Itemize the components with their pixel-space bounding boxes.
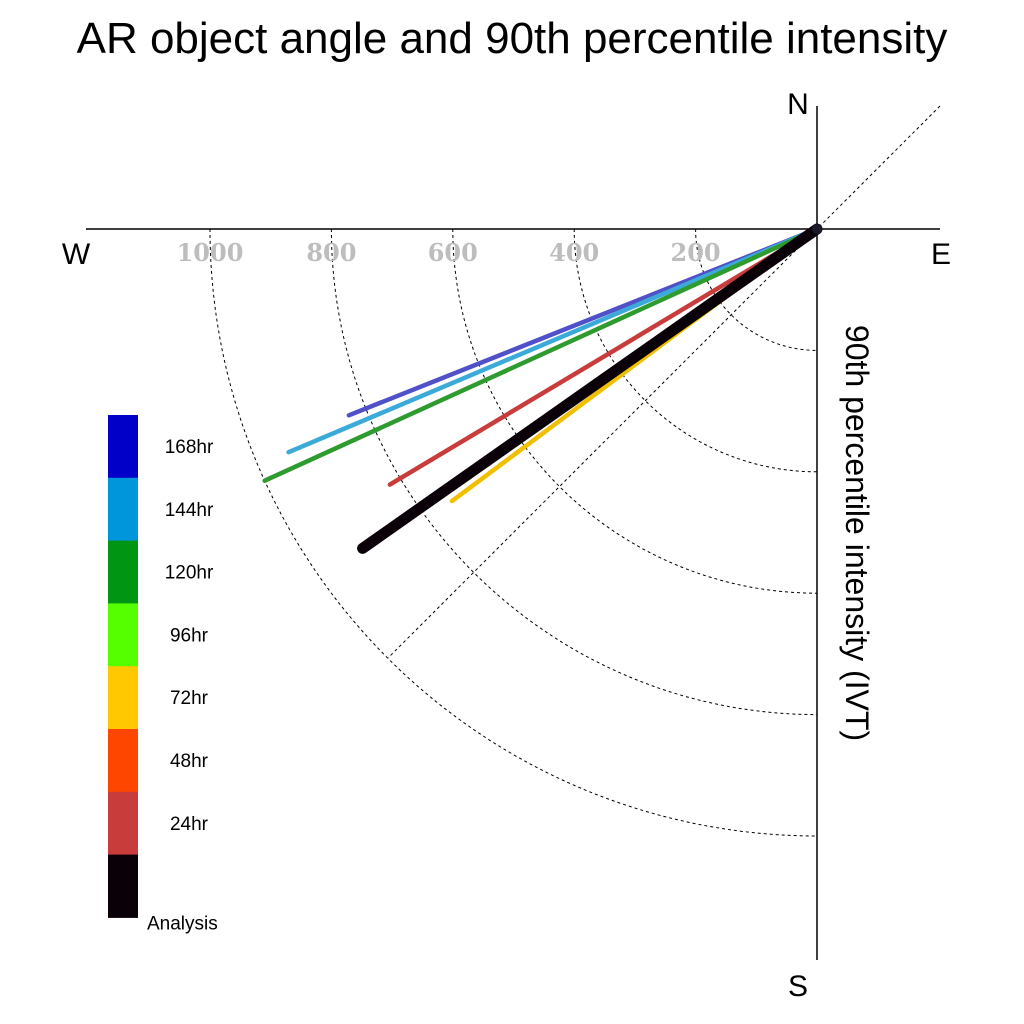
legend: 168hr 144hr 120hr 96hr 72hr 48hr 24hr Analysis [108,415,218,935]
legend-label-24hr: 24hr [170,814,209,835]
series-lines [262,223,823,554]
chart-axes [86,106,940,960]
legend-swatch-96hr [108,603,138,667]
legend-swatch-144hr [108,477,138,542]
range-ring-400 [573,228,818,473]
range-ring-200 [695,228,818,351]
legend-swatch-72hr [108,666,138,730]
chart-grid [209,105,941,837]
legend-label-96hr: 96hr [170,625,209,646]
diagonal-guide [387,105,941,659]
legend-label-48hr: 48hr [170,751,209,772]
legend-label-72hr: 72hr [170,688,209,709]
tick-label-200: 200 [671,238,721,267]
tick-label-600: 600 [428,238,478,267]
series-line-120hr [262,226,820,483]
legend-label-144hr: 144hr [165,500,214,521]
tick-label-800: 800 [306,238,356,267]
radial-axis-label: 90th percentile intensity (IVT) [839,325,875,741]
legend-label-analysis: Analysis [147,914,218,935]
tick-label-1000: 1000 [177,238,244,267]
legend-swatch-120hr [108,540,138,604]
series-line-144hr [286,226,820,455]
series-line-24hr [387,226,820,487]
radial-ticks: 200 400 600 800 1000 [177,238,721,267]
compass-east: E [931,238,951,271]
origin-point [812,224,822,234]
legend-swatch-168hr [108,415,138,479]
legend-swatch-48hr [108,729,138,793]
chart-title: AR object angle and 90th percentile inte… [76,14,948,63]
range-ring-800 [330,228,818,716]
legend-swatch-analysis [108,854,138,918]
series-line-analysis [357,223,823,554]
legend-label-168hr: 168hr [165,437,214,458]
compass-labels: N S E W [62,88,951,1003]
range-ring-600 [452,228,818,594]
compass-north: N [787,88,809,121]
tick-label-400: 400 [549,238,599,267]
range-ring-1000 [209,228,818,837]
legend-label-120hr: 120hr [165,563,214,584]
legend-swatch-24hr [108,791,138,856]
compass-west: W [62,238,91,271]
compass-south: S [788,970,808,1003]
